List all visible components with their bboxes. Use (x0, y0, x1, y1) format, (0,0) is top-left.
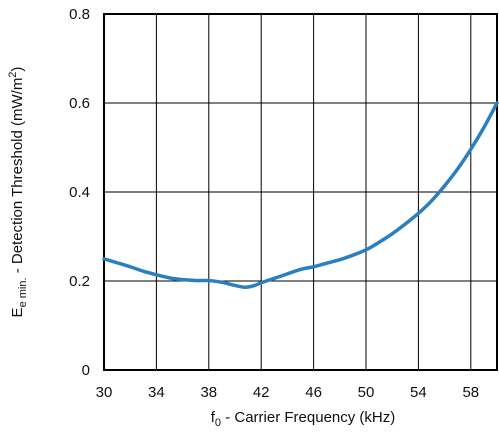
y-label-main: E (9, 307, 26, 317)
plot-frame (103, 13, 498, 371)
x-tick-label: 34 (148, 384, 165, 401)
y-label-end: ) (9, 67, 26, 72)
y-label-subscript: e min. (17, 277, 29, 307)
x-label-rest: - Carrier Frequency (kHz) (221, 409, 395, 426)
y-axis-label: Ee min. - Detection Threshold (mW/m2) (7, 67, 29, 318)
x-label-subscript: 0 (215, 417, 221, 429)
x-axis-label: f0 - Carrier Frequency (kHz) (211, 409, 396, 429)
x-tick-label: 30 (96, 384, 113, 401)
x-tick-label: 54 (410, 384, 427, 401)
y-tick-label: 0 (82, 362, 90, 379)
x-tick-label: 58 (462, 384, 479, 401)
x-tick-label: 46 (305, 384, 322, 401)
y-tick-labels: 0 0.2 0.4 0.6 0.8 (69, 6, 90, 379)
x-tick-label: 38 (200, 384, 217, 401)
x-tick-label: 50 (358, 384, 375, 401)
series-line (102, 101, 499, 289)
x-tick-label: 42 (253, 384, 270, 401)
x-label-main: f (211, 409, 216, 426)
y-tick-label: 0.6 (69, 95, 90, 112)
y-tick-label: 0.4 (69, 184, 90, 201)
y-label-rest: - Detection Threshold (mW/m (9, 78, 26, 278)
y-tick-label: 0.8 (69, 6, 90, 23)
y-label-superscript: 2 (7, 72, 19, 78)
y-tick-label: 0.2 (69, 273, 90, 290)
x-tick-labels: 30 34 38 42 46 50 54 58 (96, 384, 479, 401)
